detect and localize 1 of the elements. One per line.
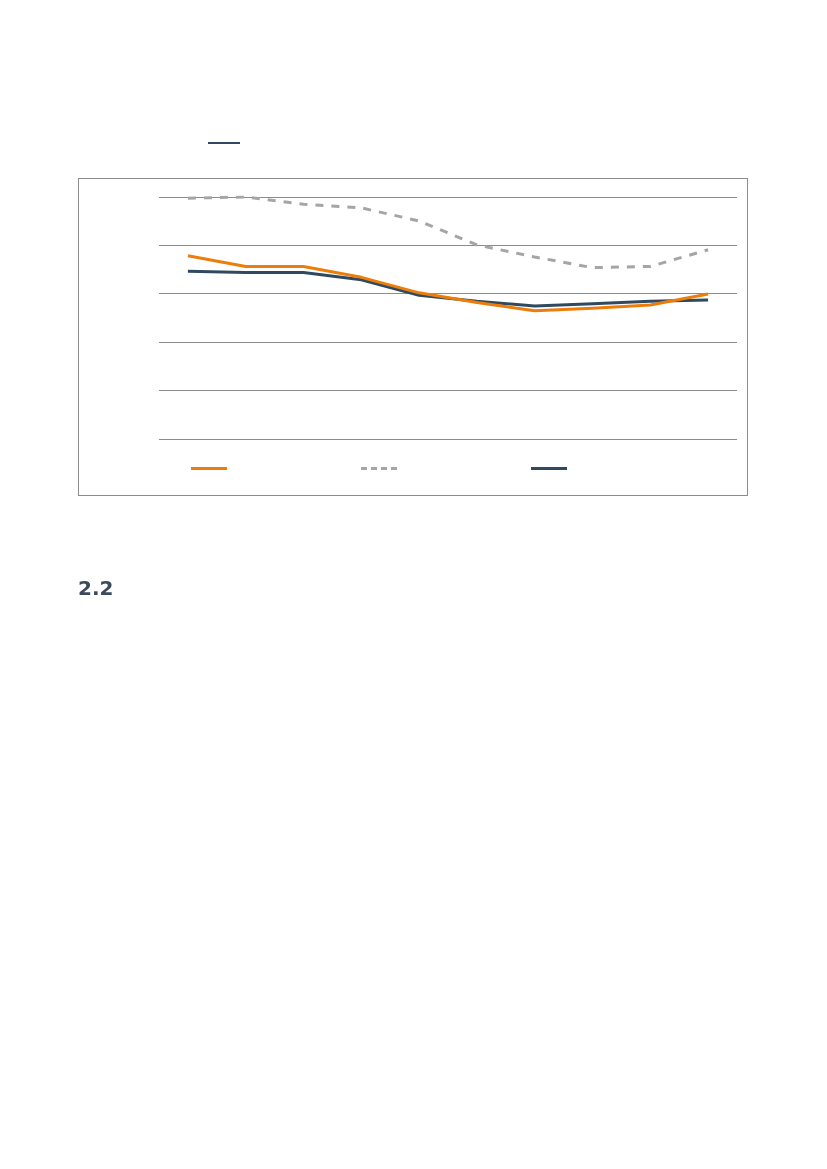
- text: 2.2: [78, 576, 115, 600]
